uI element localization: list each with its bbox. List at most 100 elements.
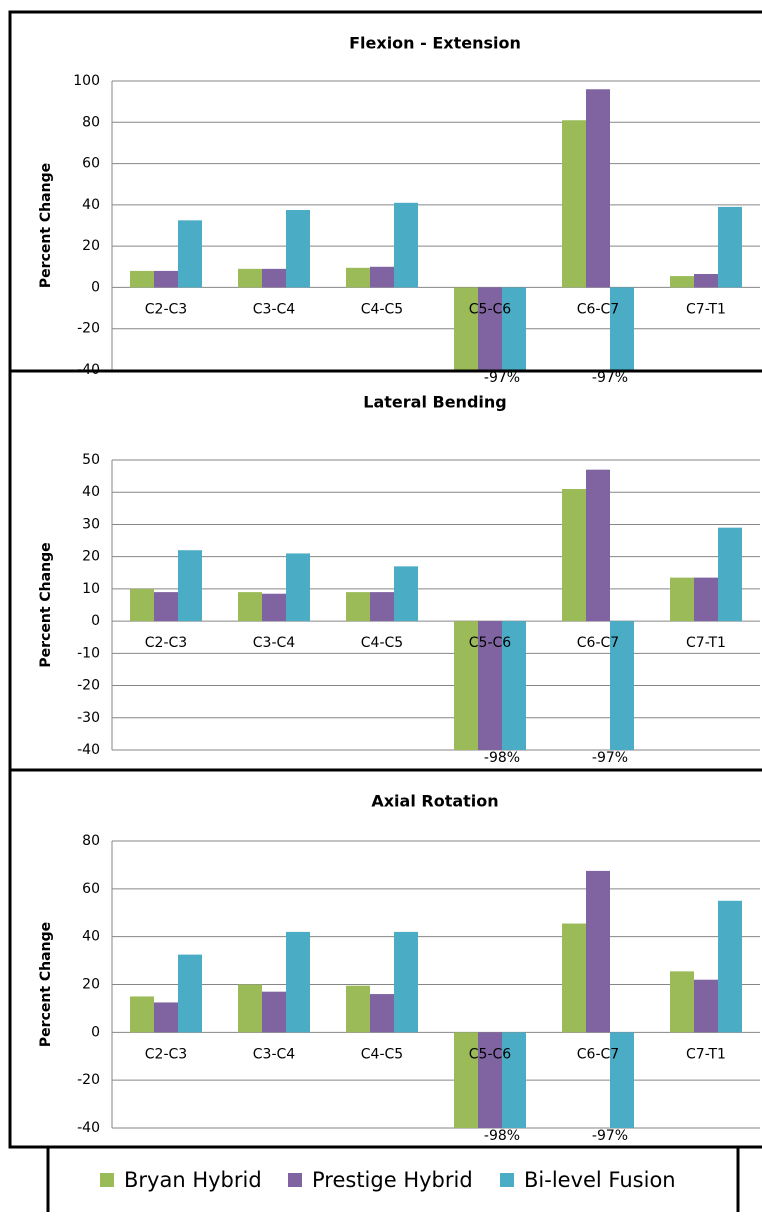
x-tick-label: C2-C3 — [145, 1046, 187, 1062]
y-tick-label: 10 — [82, 581, 100, 597]
bar — [346, 985, 370, 1033]
bar — [586, 89, 610, 288]
bar — [670, 971, 694, 1033]
y-axis-label: Percent Change — [38, 542, 54, 667]
y-tick-label: -20 — [77, 1072, 100, 1088]
bar — [154, 1002, 178, 1033]
bar — [586, 870, 610, 1033]
bar — [478, 621, 502, 750]
x-tick-label: C2-C3 — [145, 301, 187, 317]
bar — [718, 900, 742, 1033]
x-tick-label: C6-C7 — [577, 301, 619, 317]
bar — [238, 984, 262, 1033]
bar — [670, 577, 694, 622]
bar — [130, 270, 154, 288]
bar — [262, 593, 286, 622]
y-tick-label: 20 — [82, 549, 100, 565]
bar — [262, 991, 286, 1033]
bar — [610, 1032, 634, 1128]
x-tick-label: C6-C7 — [577, 1046, 619, 1062]
bar — [562, 120, 586, 288]
bar — [718, 206, 742, 288]
bar — [502, 1032, 526, 1128]
bar — [718, 527, 742, 622]
bar — [478, 287, 502, 370]
bar — [370, 266, 394, 288]
y-tick-label: 60 — [82, 881, 100, 897]
bar — [610, 621, 634, 750]
chart-title: Flexion - Extension — [349, 34, 521, 53]
y-tick-label: -20 — [77, 321, 100, 337]
bar — [694, 979, 718, 1033]
y-tick-label: 40 — [82, 484, 100, 500]
bar — [478, 1032, 502, 1128]
bar — [370, 592, 394, 622]
bar — [562, 489, 586, 622]
bar — [238, 592, 262, 622]
x-tick-label: C3-C4 — [253, 301, 296, 317]
bar — [454, 1032, 478, 1128]
x-tick-label: C3-C4 — [253, 635, 296, 651]
x-tick-label: C6-C7 — [577, 635, 619, 651]
bar — [586, 469, 610, 622]
x-tick-label: C7-T1 — [686, 301, 726, 317]
y-tick-label: 0 — [91, 1024, 100, 1040]
chart-title: Axial Rotation — [371, 792, 498, 811]
bar — [394, 931, 418, 1033]
bar — [130, 588, 154, 622]
x-tick-label: C4-C5 — [361, 635, 403, 651]
y-tick-label: 0 — [91, 279, 100, 295]
x-tick-label: C7-T1 — [686, 1046, 726, 1062]
bar — [370, 994, 394, 1033]
bar — [178, 954, 202, 1033]
bar — [454, 621, 478, 750]
y-tick-label: 100 — [73, 73, 100, 89]
legend-swatch — [100, 1173, 114, 1187]
value-label: -98% — [484, 750, 520, 766]
bar — [502, 621, 526, 750]
bar — [262, 268, 286, 288]
y-tick-label: 80 — [82, 114, 100, 130]
y-tick-label: -40 — [77, 1120, 100, 1136]
x-tick-label: C5-C6 — [469, 635, 512, 651]
bar — [346, 592, 370, 622]
x-tick-label: C2-C3 — [145, 635, 187, 651]
bar — [154, 592, 178, 622]
bar — [394, 566, 418, 622]
bar — [694, 274, 718, 288]
legend-label: Prestige Hybrid — [312, 1168, 473, 1192]
value-label: -97% — [592, 370, 628, 386]
bar — [178, 220, 202, 288]
bar — [394, 202, 418, 288]
bar — [670, 276, 694, 288]
bar — [346, 267, 370, 288]
panel-frame — [8, 369, 762, 772]
y-tick-label: -40 — [77, 742, 100, 758]
y-tick-label: 40 — [82, 929, 100, 945]
y-axis-label: Percent Change — [38, 163, 54, 288]
bar — [286, 931, 310, 1033]
bar — [178, 550, 202, 622]
bar — [286, 553, 310, 622]
legend-label: Bi-level Fusion — [524, 1168, 676, 1192]
bar — [610, 287, 634, 370]
bar — [562, 923, 586, 1033]
panel-frame — [8, 768, 762, 1149]
y-tick-label: 50 — [82, 452, 100, 468]
x-tick-label: C4-C5 — [361, 1046, 403, 1062]
value-label: -97% — [592, 1128, 628, 1144]
x-tick-label: C3-C4 — [253, 1046, 296, 1062]
y-tick-label: -10 — [77, 645, 100, 661]
bar — [694, 577, 718, 622]
x-tick-label: C4-C5 — [361, 301, 403, 317]
legend-swatch — [288, 1173, 302, 1187]
y-tick-label: 80 — [82, 833, 100, 849]
y-tick-label: -30 — [77, 710, 100, 726]
bar — [238, 268, 262, 288]
y-axis-label: Percent Change — [38, 922, 54, 1047]
x-tick-label: C7-T1 — [686, 635, 726, 651]
bar — [130, 996, 154, 1033]
x-tick-label: C5-C6 — [469, 301, 512, 317]
value-label: -97% — [592, 750, 628, 766]
